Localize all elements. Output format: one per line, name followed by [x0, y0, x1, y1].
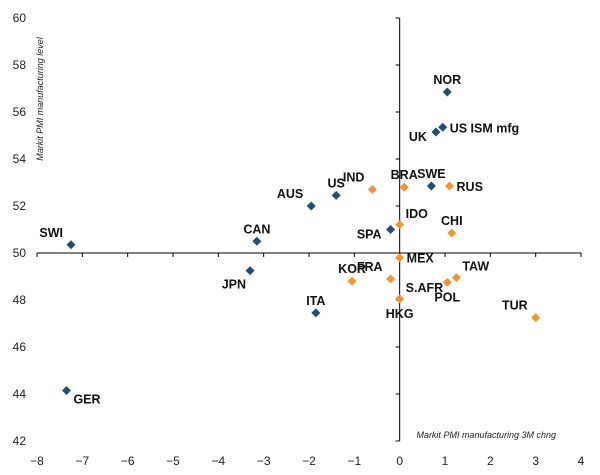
point-bra [399, 182, 409, 192]
point-label: TUR [502, 299, 528, 313]
point-aus [306, 201, 316, 211]
x-tick-label: −1 [347, 454, 361, 468]
point-label: POL [434, 290, 460, 304]
point-tur [531, 313, 541, 323]
point-label: JPN [222, 278, 246, 292]
point-mex [395, 253, 405, 263]
point-label: SWI [39, 226, 63, 240]
x-tick-label: −6 [121, 454, 135, 468]
x-axis-title: Markit PMI manufacturing 3M chng [416, 430, 556, 440]
point-label: BRA [391, 168, 418, 182]
point-swe [426, 181, 436, 191]
x-tick-label: 3 [532, 454, 539, 468]
y-tick-label: 60 [13, 11, 27, 25]
point-taw [451, 273, 461, 283]
point-ita [311, 308, 321, 318]
point-label: SWE [417, 167, 445, 181]
y-tick-label: 54 [13, 152, 27, 166]
y-tick-label: 48 [13, 293, 27, 307]
x-tick-label: 2 [487, 454, 494, 468]
x-tick-label: 4 [578, 454, 585, 468]
point-label: MEX [407, 252, 435, 266]
point-fra [386, 274, 396, 284]
point-rus [445, 181, 455, 191]
x-tick-label: −4 [211, 454, 225, 468]
point-s-afr [395, 294, 405, 304]
point-kor [347, 276, 357, 286]
x-tick-label: 1 [442, 454, 449, 468]
y-axis-title: Markit PMI manufacturing level [35, 36, 45, 161]
point-label: SPA [357, 228, 382, 242]
point-label: S.AFR [406, 281, 444, 295]
point-label: KOR [338, 262, 366, 276]
point-uk [431, 127, 441, 137]
point-label: IDO [406, 207, 429, 221]
y-tick-label: 50 [13, 246, 27, 260]
y-tick-label: 52 [13, 199, 27, 213]
data-points [61, 87, 541, 395]
point-us [331, 190, 341, 200]
point-label: US [328, 176, 345, 190]
x-tick-label: −7 [75, 454, 89, 468]
point-label: RUS [457, 180, 483, 194]
point-label: TAW [462, 260, 489, 274]
x-tick-label: −5 [166, 454, 180, 468]
y-tick-label: 46 [13, 340, 27, 354]
point-label: CHI [441, 214, 463, 228]
y-tick-label: 58 [13, 58, 27, 72]
point-jpn [245, 266, 255, 276]
point-label: CAN [243, 222, 270, 236]
point-label: GER [73, 392, 100, 406]
x-tick-label: −3 [257, 454, 271, 468]
y-tick-labels: 42 44 46 48 50 52 54 56 58 60 [13, 11, 27, 448]
x-tick-labels: −8 −7 −6 −5 −4 −3 −2 −1 0 1 2 3 4 [30, 454, 585, 468]
y-tick-label: 42 [13, 434, 27, 448]
point-label: ITA [306, 294, 325, 308]
x-tick-label: −2 [302, 454, 316, 468]
x-tick-label: 0 [396, 454, 403, 468]
point-chi [447, 228, 457, 238]
x-tick-label: −8 [30, 454, 44, 468]
y-tick-label: 44 [13, 387, 27, 401]
point-label: US ISM mfg [450, 121, 519, 135]
point-label: FRA [357, 260, 383, 274]
axes [36, 17, 582, 442]
point-label: HKG [386, 307, 414, 321]
y-tick-label: 56 [13, 105, 27, 119]
point-swi [66, 240, 76, 250]
point-ger [61, 385, 71, 395]
point-nor [442, 87, 452, 97]
point-pol [442, 277, 452, 287]
point-spa [386, 225, 396, 234]
point-can [252, 236, 262, 246]
point-ind [367, 185, 377, 195]
point-ido [395, 220, 405, 230]
point-label: NOR [433, 73, 461, 87]
point-label: IND [343, 171, 365, 185]
point-us-ism-mfg [438, 122, 448, 132]
point-label: UK [409, 130, 427, 144]
point-label: AUS [277, 187, 303, 201]
